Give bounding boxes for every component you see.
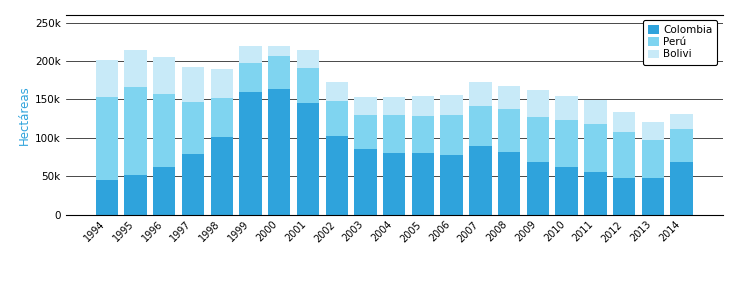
Bar — [498, 86, 520, 109]
Bar — [239, 92, 261, 215]
Bar — [268, 56, 291, 89]
Bar — [440, 95, 463, 116]
Bar — [124, 87, 147, 176]
Bar — [670, 129, 693, 162]
Bar — [182, 67, 204, 102]
Bar — [469, 83, 491, 105]
Bar — [210, 98, 233, 137]
Bar — [239, 46, 261, 63]
Bar — [613, 132, 635, 178]
Bar — [124, 50, 147, 87]
Bar — [354, 97, 377, 115]
Bar — [498, 152, 520, 215]
Bar — [297, 50, 319, 68]
Bar — [268, 89, 291, 215]
Bar — [326, 83, 348, 101]
Bar — [670, 162, 693, 215]
Bar — [297, 68, 319, 103]
Bar — [96, 97, 118, 180]
Bar — [153, 57, 175, 94]
Y-axis label: Hectáreas: Hectáreas — [18, 85, 31, 145]
Bar — [239, 63, 261, 92]
Bar — [210, 69, 233, 98]
Bar — [354, 148, 377, 215]
Bar — [383, 97, 405, 115]
Bar — [527, 162, 549, 215]
Bar — [613, 112, 635, 132]
Bar — [182, 102, 204, 154]
Bar — [613, 178, 635, 215]
Bar — [153, 94, 175, 167]
Bar — [153, 167, 175, 215]
Bar — [440, 155, 463, 215]
Bar — [412, 96, 434, 116]
Bar — [124, 176, 147, 215]
Bar — [556, 167, 578, 215]
Bar — [642, 178, 664, 215]
Bar — [469, 105, 491, 146]
Bar — [326, 136, 348, 215]
Bar — [354, 115, 377, 148]
Bar — [326, 101, 348, 136]
Bar — [383, 153, 405, 215]
Bar — [670, 114, 693, 129]
Bar — [297, 103, 319, 215]
Bar — [527, 117, 549, 162]
Bar — [556, 96, 578, 120]
Bar — [556, 120, 578, 167]
Bar — [412, 116, 434, 153]
Bar — [182, 154, 204, 215]
Bar — [268, 46, 291, 56]
Bar — [96, 180, 118, 215]
Bar — [440, 116, 463, 155]
Bar — [498, 109, 520, 152]
Bar — [527, 90, 549, 117]
Bar — [584, 100, 607, 124]
Bar — [584, 124, 607, 172]
Legend: Colombia, Perú, Bolivi: Colombia, Perú, Bolivi — [643, 20, 718, 65]
Bar — [383, 115, 405, 153]
Bar — [642, 140, 664, 178]
Bar — [584, 172, 607, 215]
Bar — [210, 137, 233, 215]
Bar — [469, 146, 491, 215]
Bar — [412, 153, 434, 215]
Bar — [96, 60, 118, 97]
Bar — [642, 122, 664, 140]
